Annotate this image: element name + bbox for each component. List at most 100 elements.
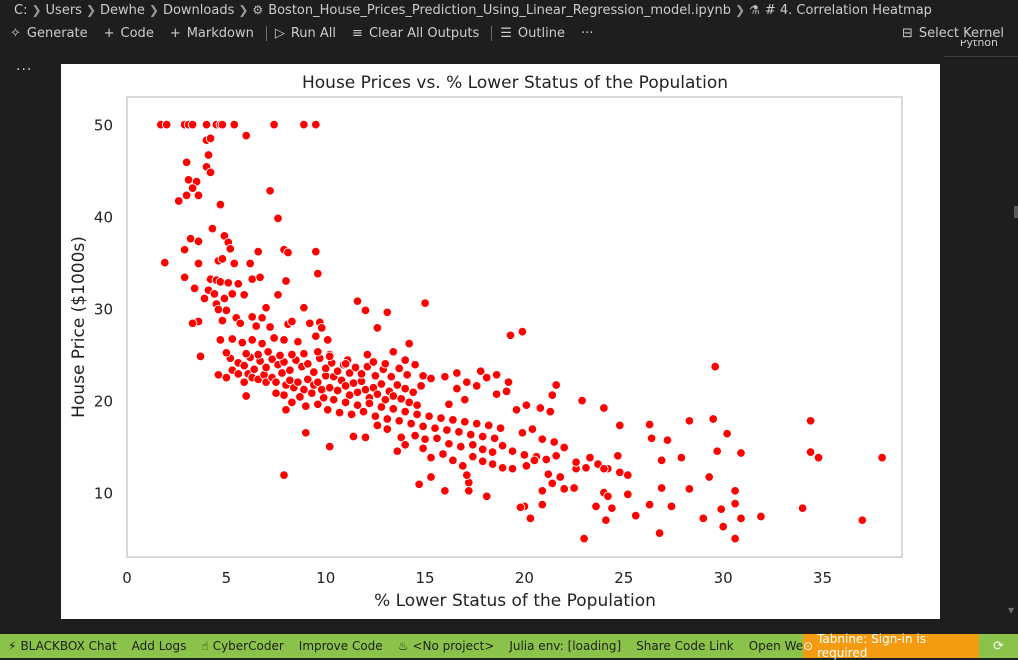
scatter-point [352,400,363,410]
scatter-point [468,440,478,450]
scatter-point [495,423,506,433]
scatter-point [489,433,500,444]
breadcrumb-users[interactable]: Users [45,2,82,18]
scrollbar-marker[interactable] [1014,206,1018,218]
scatter-point [241,130,251,141]
scatter-point [253,349,263,360]
julia-env-status[interactable]: Julia env: [loading] [509,639,621,653]
scatter-point [269,333,279,343]
scatter-point [209,289,220,299]
scatter-point [730,486,740,496]
scatter-point [388,404,399,414]
sparkle-icon: ✧ [10,25,21,41]
kernel-subtitle: Python [959,40,998,49]
clear-all-outputs-button[interactable]: ≡ Clear All Outputs [352,26,479,41]
add-logs-label: Add Logs [131,639,187,653]
scatter-point [239,290,249,300]
scatter-point [299,302,309,313]
scatter-point [549,437,559,447]
scatter-point [261,362,271,373]
scatter-point [440,486,450,496]
scatter-point [466,429,476,440]
breadcrumb-dewhe[interactable]: Dewhe [100,2,145,18]
add-markdown-cell-button[interactable]: + Markdown [170,26,254,41]
chevron-right-icon: ❯ [238,3,249,17]
add-code-cell-button[interactable]: + Code [104,26,154,41]
scatter-point [362,349,373,360]
scatter-point [471,381,482,391]
scatter-point [410,430,420,441]
tabnine-label: Tabnine: Sign-in is required [817,632,927,660]
scatter-point [273,213,283,224]
x-tick-label: 10 [316,569,335,587]
blackbox-chat-button[interactable]: ⚡ BLACKBOX Chat [8,639,117,653]
scatter-point [257,338,267,349]
more-actions-button[interactable]: ··· [581,26,593,41]
scatter-point [730,533,740,544]
cell-output-more-button[interactable]: ··· [16,62,33,78]
run-all-button[interactable]: ▷ Run All [275,26,336,41]
breadcrumb-section[interactable]: # 4. Correlation Heatmap [764,2,932,18]
scatter-point [245,258,255,269]
scroll-down-icon[interactable]: ▼ [1008,606,1015,615]
scatter-point [452,368,462,378]
scatter-point [217,315,228,326]
select-kernel-button[interactable]: ⊟ Select Kernel [902,22,1004,44]
generate-label: Generate [26,25,88,41]
scatter-point [483,420,494,431]
scatter-point [591,501,601,512]
notifications-icon[interactable]: ⟳ [979,634,1018,658]
scatter-point [295,392,305,402]
project-selector[interactable]: ♨ <No project> [398,639,495,653]
breadcrumb-notebook-file[interactable]: Boston_House_Prices_Prediction_Using_Lin… [268,2,731,18]
cybercoder-button[interactable]: ☝ CyberCoder [201,639,283,653]
scatter-point [346,409,357,420]
play-icon: ▷ [274,25,285,41]
scatter-point [181,157,192,168]
scatter-point [404,397,414,408]
scatter-point [412,400,422,410]
scatter-point [448,415,458,425]
scatter-point [372,323,383,333]
scatter-point [287,316,297,327]
scatter-point [454,427,464,437]
scatter-point [601,515,611,525]
scatter-point [644,499,655,510]
scatter-point [271,377,281,387]
scatter-point [613,451,623,461]
scatter-point [571,457,581,467]
scatter-point [418,443,428,454]
add-logs-button[interactable]: Add Logs [132,639,187,653]
scatter-point [736,513,746,524]
scatter-point [213,370,224,380]
scatter-point [537,486,548,496]
breadcrumb-downloads[interactable]: Downloads [162,2,235,18]
breadcrumb-drive[interactable]: C: [14,2,28,18]
outline-button[interactable]: ☰ Outline [500,26,565,41]
scatter-point [527,424,538,434]
code-label: Code [120,25,154,41]
scatter-point [311,331,321,341]
tabnine-status[interactable]: ⊙ Tabnine: Sign-in is required [803,632,979,660]
flame-icon: ♨ [397,639,409,653]
scatter-point [551,380,561,390]
improve-code-button[interactable]: Improve Code [299,639,383,653]
scatter-point [420,298,430,308]
scatter-point [279,390,289,400]
y-tick-label: 20 [94,393,113,411]
scatter-point [344,368,355,378]
scatter-point [173,196,184,206]
scatter-point [160,257,170,268]
scatter-point [370,411,381,421]
scatter-point [334,407,345,418]
scatter-point [263,347,273,357]
scatter-point [497,440,508,451]
hand-icon: ☝ [201,639,209,653]
scatter-point [537,434,548,444]
scatter-point [676,452,687,463]
scatter-point [710,361,720,372]
share-code-link-button[interactable]: Share Code Link [636,639,734,653]
generate-button[interactable]: ✧ Generate [10,26,88,41]
scatter-point [581,463,591,473]
scatter-point [460,394,470,405]
